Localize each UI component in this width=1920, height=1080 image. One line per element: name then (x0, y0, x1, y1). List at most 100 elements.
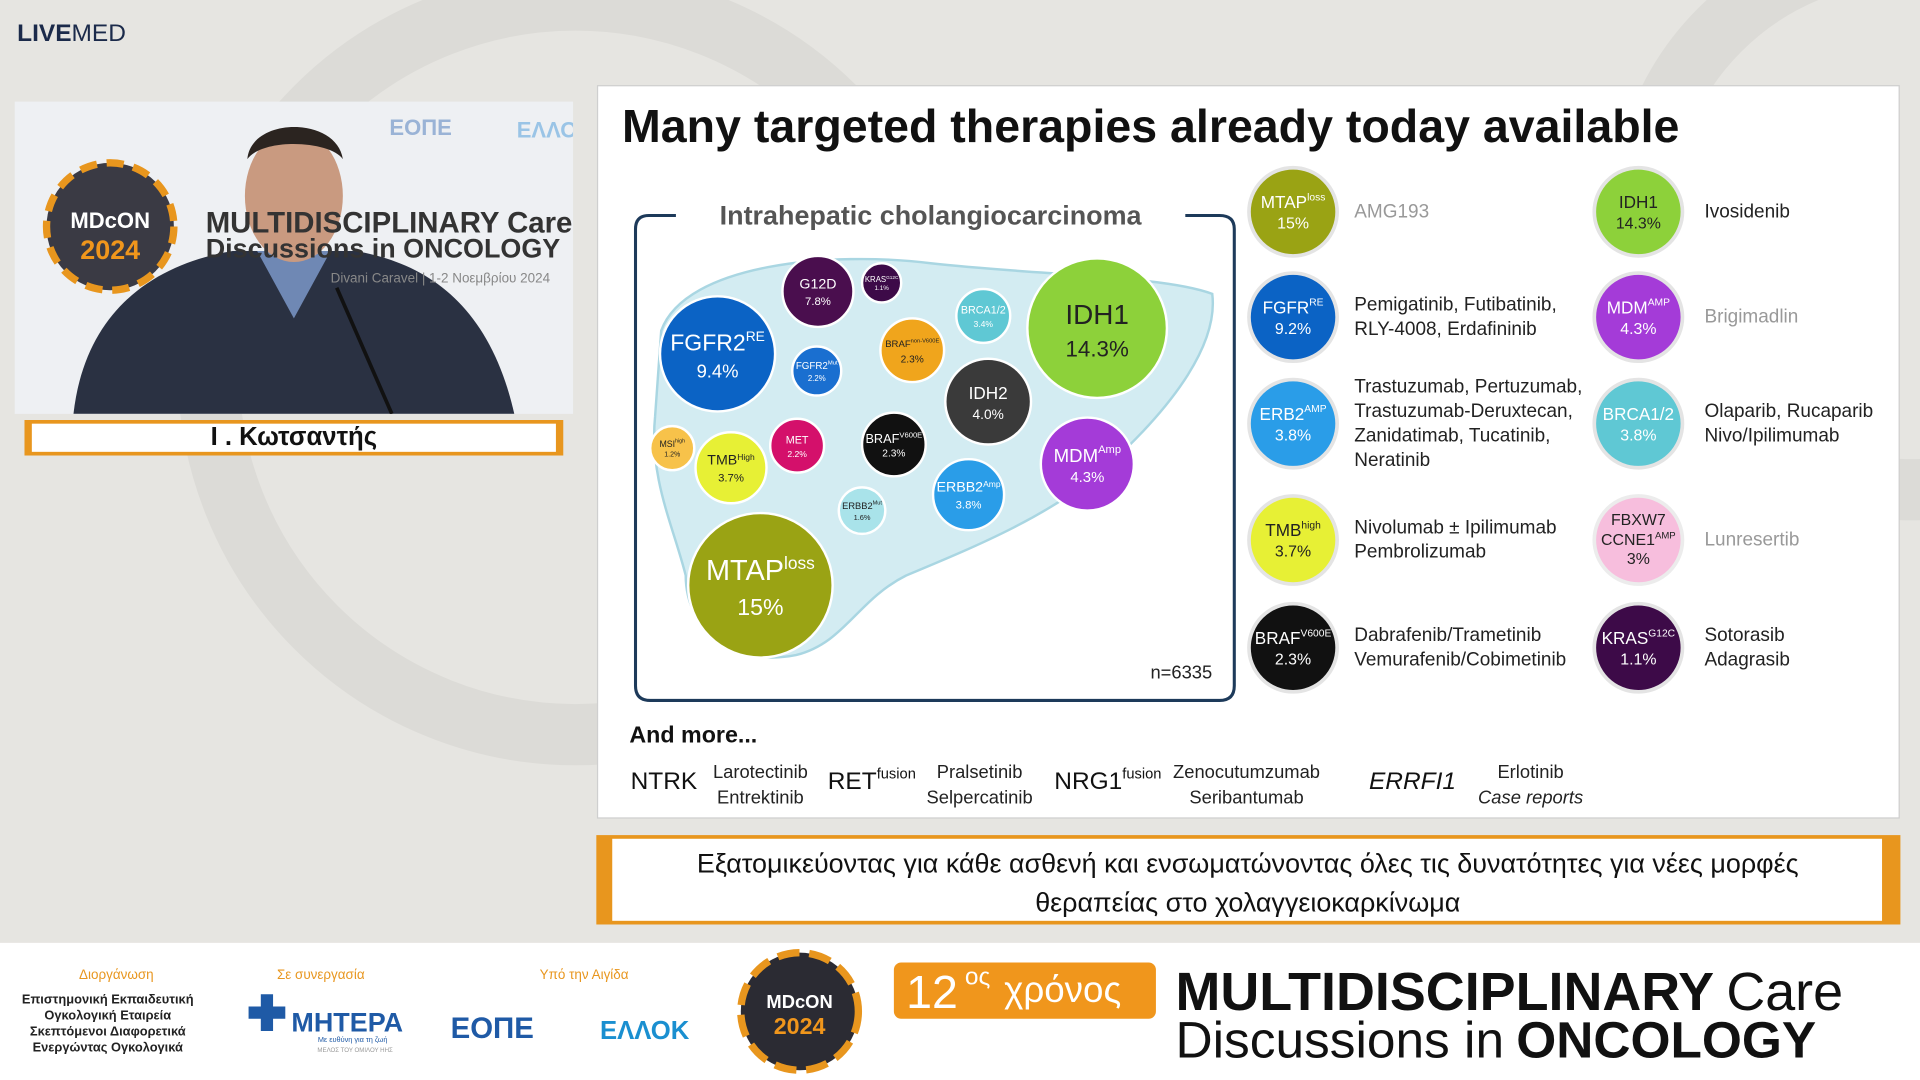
marker-label: BRAFV600E (1255, 628, 1332, 648)
text-part: BRCA1/2 (1603, 404, 1674, 424)
superscript: Amp (983, 479, 1001, 489)
text-part: NRG1 (1054, 768, 1122, 795)
text-part: Discussions in (1176, 1011, 1505, 1069)
organizer-line: Σκεπτόμενοι Διαφορετικά (30, 1024, 186, 1039)
bubble-percent: 2.3% (901, 354, 924, 365)
caption-line: Εξατομικεύοντας για κάθε ασθενή και ενσω… (697, 848, 1799, 878)
superscript: loss (784, 553, 815, 573)
marker-percent: 3.8% (1620, 427, 1656, 444)
event-line: MULTIDISCIPLINARY Care (1176, 962, 1844, 1022)
marker-circle (1247, 377, 1339, 470)
drug-name: Case reports (1478, 787, 1583, 808)
superscript: fusion (1122, 767, 1161, 783)
superscript: G12C (886, 274, 899, 279)
video-text: MDcON (70, 208, 150, 233)
organizer-line: Ενεργώντας Ογκολογικά (33, 1039, 183, 1054)
superscript: high (1301, 520, 1321, 531)
marker-label: FGFRRE (1263, 297, 1324, 317)
superscript: fusion (877, 767, 916, 783)
bubble-label: FGFR2Mut (796, 360, 838, 371)
superscript: Mut (828, 360, 838, 366)
bubble-label: MET (786, 434, 809, 446)
superscript: Amp (1098, 444, 1121, 456)
text-part: KRAS (865, 274, 886, 283)
text-part: ERBB2 (842, 501, 872, 511)
superscript: High (737, 452, 755, 462)
bubble (955, 287, 1012, 345)
text-part: FGFR2 (796, 361, 828, 372)
speaker-name: Ι . Κωτσαντής (211, 423, 378, 451)
bubble-label: IDH1 (1065, 299, 1129, 330)
drug-name: Nivo/Ipilimumab (1704, 425, 1839, 446)
speaker-shirt (257, 251, 331, 319)
text-part: MDM (1054, 444, 1098, 465)
text-part: LIVE (17, 20, 71, 47)
bubble-percent: 3.4% (973, 319, 993, 329)
footer-label: Διοργάνωση (79, 967, 154, 982)
marker-percent: 14.3% (1616, 216, 1661, 233)
drug-name: Trastuzumab, Pertuzumab, (1354, 376, 1582, 397)
bubble-label: FGFR2RE (670, 328, 765, 355)
event-line: Discussions in ONCOLOGY (1176, 1011, 1817, 1069)
marker-circle (1592, 271, 1685, 364)
bubble-label: BRAFV600E (865, 430, 922, 445)
marker-circle (1247, 601, 1339, 694)
marker-label: CCNE1AMP (1601, 530, 1676, 548)
bubble-label: KRASG12C (865, 274, 899, 283)
footer-label: Υπό την Αιγίδα (540, 967, 629, 982)
text-part: KRAS (1602, 628, 1649, 648)
marker-circle (1247, 165, 1339, 258)
bubble (1026, 257, 1169, 400)
superscript: loss (1307, 192, 1325, 203)
video-text: ΕΟΠΕ (389, 115, 451, 140)
drug-name: Entrektinib (717, 787, 804, 808)
speaker-head (244, 129, 343, 263)
marker-circle (1247, 494, 1339, 586)
name-bar (31, 423, 556, 452)
text-part: IDH1 (1065, 299, 1129, 330)
drug-name: Pembrolizumab (1354, 542, 1486, 563)
text-part: TMB (1265, 520, 1301, 540)
marker-label: BRCA1/2 (1603, 404, 1674, 424)
mitera-cross (248, 994, 286, 1032)
speaker-hair (247, 127, 343, 160)
bubble-percent: 2.3% (882, 449, 905, 460)
text-part: BRCA1/2 (961, 305, 1006, 317)
text-part: ERB2 (1260, 404, 1305, 424)
video-text: Discussions in ONCOLOGY (206, 234, 561, 264)
text-part: Care (1726, 962, 1843, 1022)
bubble-percent: 3.8% (956, 499, 982, 511)
text-part: MTAP (706, 555, 784, 587)
text-part: ERBB2 (937, 480, 984, 496)
marker-percent: 1.1% (1620, 652, 1656, 669)
marker-label: MTAPloss (1261, 192, 1326, 212)
text-part: FGFR (1263, 297, 1310, 317)
drug-name: Ivosidenib (1704, 201, 1789, 222)
diagram-frame (633, 213, 1236, 702)
drug-name: Seribantumab (1189, 787, 1303, 808)
marker-label: KRASG12C (1602, 628, 1676, 648)
superscript: non-V600E (911, 338, 940, 344)
bubble-label: BRCA1/2 (961, 305, 1006, 317)
bubble-label: TMBHigh (707, 452, 755, 469)
drug-name: Zanidatimab, Tucatinib, (1354, 425, 1550, 446)
superscript: RE (746, 328, 765, 344)
marker-circle (1592, 165, 1685, 258)
partner-logo: ΜΗΤΕΡΑ (291, 1007, 403, 1037)
drug-name: Nivolumab ± Ipilimumab (1354, 517, 1556, 538)
marker-circle (1592, 377, 1685, 470)
video-text: 2024 (80, 235, 140, 265)
bubble (837, 486, 887, 536)
marker-circle (1592, 601, 1685, 694)
bubble-percent: 14.3% (1065, 337, 1128, 362)
superscript: G12C (1648, 628, 1675, 639)
gene-name: ERRFI1 (1369, 768, 1456, 795)
text-part: FGFR2 (670, 329, 745, 355)
text-part: MET (786, 434, 809, 446)
video-text: ΕΛΛΟΚ (517, 117, 594, 142)
bubble (879, 317, 946, 384)
marker-label: TMBhigh (1265, 520, 1321, 540)
anniversary-suffix: ος (965, 964, 991, 991)
logo-year: 2024 (774, 1013, 826, 1039)
